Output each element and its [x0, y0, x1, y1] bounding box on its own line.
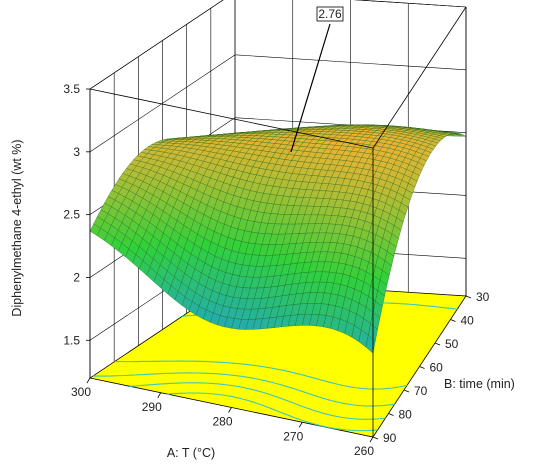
response-surface — [89, 124, 467, 354]
frame-edge-4 — [89, 88, 374, 149]
z-tick-label-4: 3 — [73, 145, 80, 159]
z-tick-label-5: 3.5 — [63, 82, 80, 96]
x-tick-label-4: 290 — [142, 400, 162, 414]
marker-label: 2.76 — [318, 7, 342, 21]
x-axis-title: A: T (°C) — [167, 446, 215, 460]
z-tick-label-3: 2.5 — [63, 208, 80, 222]
y-tick-mark-2 — [450, 319, 456, 322]
x-tick-label-1: 260 — [354, 444, 374, 458]
y-tick-mark-1 — [465, 295, 472, 299]
x-tick-mark-4 — [157, 392, 162, 398]
value-marker: 2.76 — [290, 6, 344, 153]
x-tick-label-2: 270 — [283, 429, 303, 443]
z-tick-label-1: 1.5 — [63, 333, 80, 347]
x-tick-mark-1 — [369, 436, 374, 443]
x-tick-mark-5 — [86, 377, 91, 384]
y-tick-mark-6 — [388, 413, 394, 416]
x-tick-label-3: 280 — [212, 415, 232, 429]
back-grid-line-12 — [353, 0, 467, 8]
x-tick-mark-2 — [298, 422, 303, 428]
y-tick-mark-4 — [419, 366, 425, 369]
y-tick-mark-3 — [434, 342, 441, 346]
marker-label-box — [316, 6, 344, 22]
y-tick-label-6: 80 — [399, 408, 413, 422]
y-axis-title: B: time (min) — [444, 377, 515, 391]
y-tick-label-2: 40 — [461, 314, 475, 328]
marker-stem — [290, 23, 331, 153]
y-tick-mark-5 — [403, 389, 410, 393]
y-tick-mark-7 — [372, 436, 379, 440]
y-tick-label-7: 90 — [383, 431, 397, 445]
frame-edge-5 — [372, 6, 467, 149]
front-frame — [89, 6, 467, 437]
z-tick-label-2: 2 — [73, 270, 80, 284]
x-tick-mark-3 — [228, 407, 232, 413]
y-tick-label-4: 60 — [430, 361, 444, 375]
y-tick-label-3: 50 — [445, 337, 459, 351]
z-axis-title: Diphenylmethane 4-ethyl (wt %) — [10, 139, 24, 316]
y-tick-label-1: 30 — [476, 290, 490, 304]
x-tick-label-5: 300 — [71, 385, 91, 399]
y-tick-label-5: 70 — [414, 384, 428, 398]
